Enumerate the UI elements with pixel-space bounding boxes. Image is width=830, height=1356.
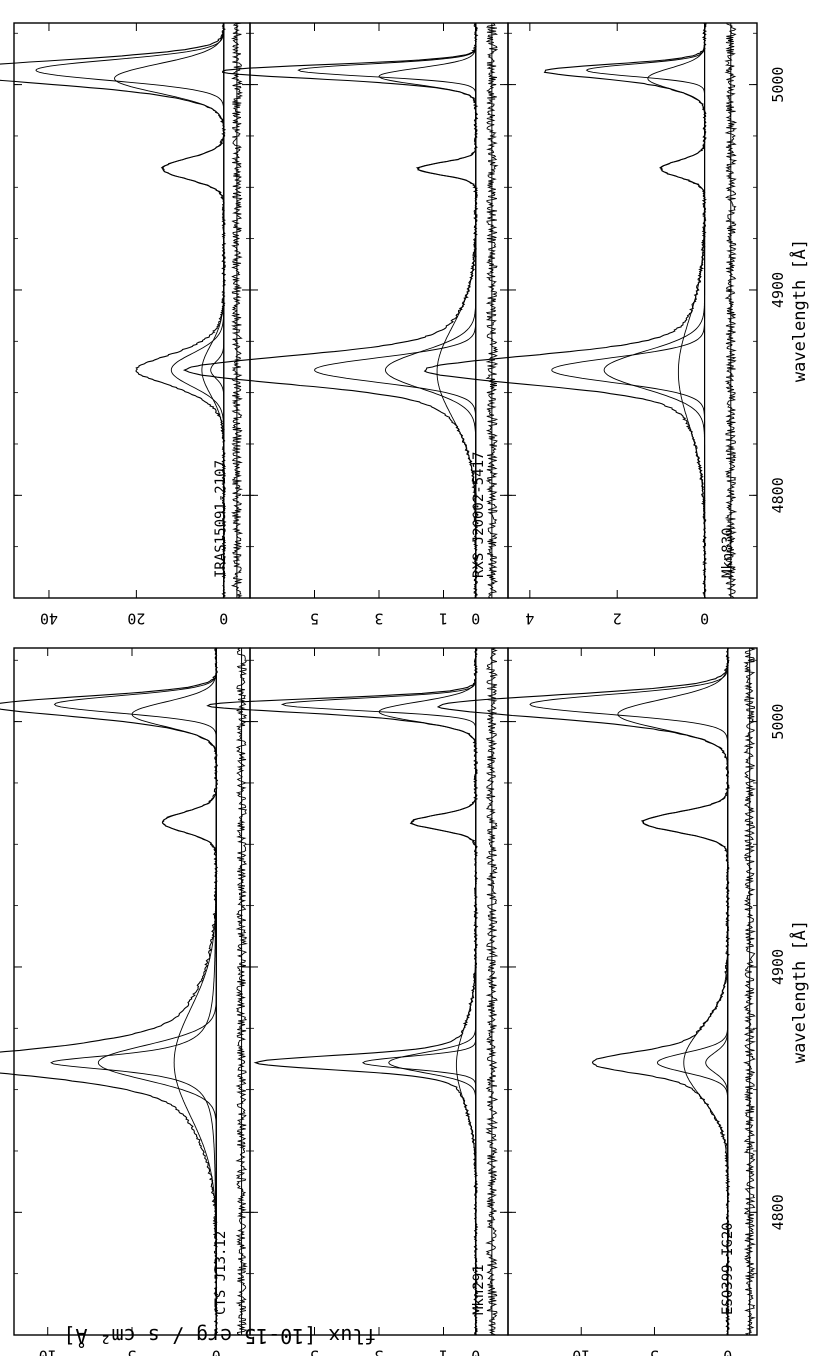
y-tick-label: 40 bbox=[40, 610, 58, 628]
line-component bbox=[280, 648, 477, 1335]
y-tick-label: 3 bbox=[374, 610, 383, 628]
line-component bbox=[361, 648, 477, 1335]
line-component bbox=[656, 648, 729, 1335]
y-tick-label: 2 bbox=[613, 610, 622, 628]
x-tick-label: 4800 bbox=[769, 477, 787, 513]
observed-spectrum bbox=[423, 22, 708, 599]
y-tick-label: 1 bbox=[439, 1347, 448, 1356]
observed-spectrum bbox=[436, 647, 731, 1336]
residual-spectrum bbox=[743, 647, 757, 1336]
y-tick-label: 5 bbox=[127, 1347, 136, 1356]
x-axis-title: wavelength [Å] bbox=[788, 239, 810, 382]
observed-spectrum bbox=[206, 647, 479, 1336]
panel-label: Mkn291 bbox=[471, 1264, 487, 1315]
panel-4: 0 20 40 IRAS15091-2107 bbox=[0, 22, 251, 628]
line-component bbox=[297, 23, 477, 598]
x-tick-label: 4800 bbox=[769, 1194, 787, 1230]
panel-2: 0 1 3 5 Mkn291 bbox=[206, 647, 509, 1356]
y-tick-label: 20 bbox=[127, 610, 145, 628]
y-tick-label: 4 bbox=[525, 610, 534, 628]
y-axis-title: flux [10-15 erg / s cm² Å] bbox=[63, 1324, 376, 1348]
observed-spectrum bbox=[182, 22, 479, 599]
line-component bbox=[617, 648, 729, 1335]
line-component bbox=[50, 648, 217, 1335]
y-tick-label: 0 bbox=[723, 1347, 732, 1356]
line-component bbox=[603, 23, 706, 598]
x-tick-label: 5000 bbox=[769, 67, 787, 103]
panel-frame bbox=[249, 647, 509, 1336]
line-component bbox=[313, 23, 477, 598]
panel-5: 0 1 3 5 RXS J20002-5417 bbox=[182, 22, 509, 628]
line-component bbox=[35, 23, 225, 598]
line-component bbox=[585, 23, 706, 598]
line-component bbox=[436, 23, 477, 598]
residual-spectrum bbox=[724, 22, 738, 599]
panel-frame bbox=[249, 22, 509, 599]
panel-label: RXS J20002-5417 bbox=[471, 452, 487, 578]
residual-spectrum bbox=[235, 647, 248, 1336]
y-tick-label: 0 bbox=[471, 610, 480, 628]
line-component bbox=[642, 648, 729, 1335]
x-tick-label: 4900 bbox=[769, 949, 787, 985]
y-tick-label: 10 bbox=[39, 1347, 57, 1356]
x-axis-title: wavelength [Å] bbox=[788, 920, 810, 1063]
y-tick-label: 5 bbox=[310, 1347, 319, 1356]
line-component bbox=[131, 648, 217, 1335]
line-component bbox=[384, 23, 477, 598]
line-component bbox=[410, 648, 477, 1335]
line-component bbox=[417, 23, 477, 598]
observed-spectrum bbox=[0, 647, 219, 1336]
line-component bbox=[378, 23, 477, 598]
y-tick-label: 3 bbox=[374, 1347, 383, 1356]
line-component bbox=[529, 648, 729, 1335]
residual-spectrum bbox=[230, 22, 244, 599]
panel-frame bbox=[507, 647, 758, 1336]
x-tick-label: 5000 bbox=[769, 704, 787, 740]
y-tick-label: 5 bbox=[650, 1347, 659, 1356]
line-component bbox=[660, 23, 706, 598]
y-tick-label: 10 bbox=[572, 1347, 590, 1356]
line-component bbox=[161, 648, 217, 1335]
panel-label: IRAS15091-2107 bbox=[213, 460, 229, 578]
line-component bbox=[647, 23, 706, 598]
y-tick-label: 1 bbox=[439, 610, 448, 628]
y-tick-label: 0 bbox=[700, 610, 709, 628]
x-tick-label: 4900 bbox=[769, 272, 787, 308]
y-tick-label: 0 bbox=[212, 1347, 221, 1356]
line-component bbox=[388, 648, 477, 1335]
residual-spectrum bbox=[485, 22, 499, 599]
line-component bbox=[551, 23, 706, 598]
panel-frame bbox=[507, 22, 758, 599]
observed-spectrum bbox=[0, 22, 227, 599]
line-component bbox=[114, 23, 225, 598]
residual-spectrum bbox=[485, 647, 499, 1336]
line-component bbox=[173, 648, 217, 1335]
y-tick-label: 5 bbox=[310, 610, 319, 628]
line-component bbox=[53, 648, 217, 1335]
y-tick-label: 0 bbox=[219, 610, 228, 628]
y-tick-label: 0 bbox=[471, 1347, 480, 1356]
line-component bbox=[378, 648, 477, 1335]
